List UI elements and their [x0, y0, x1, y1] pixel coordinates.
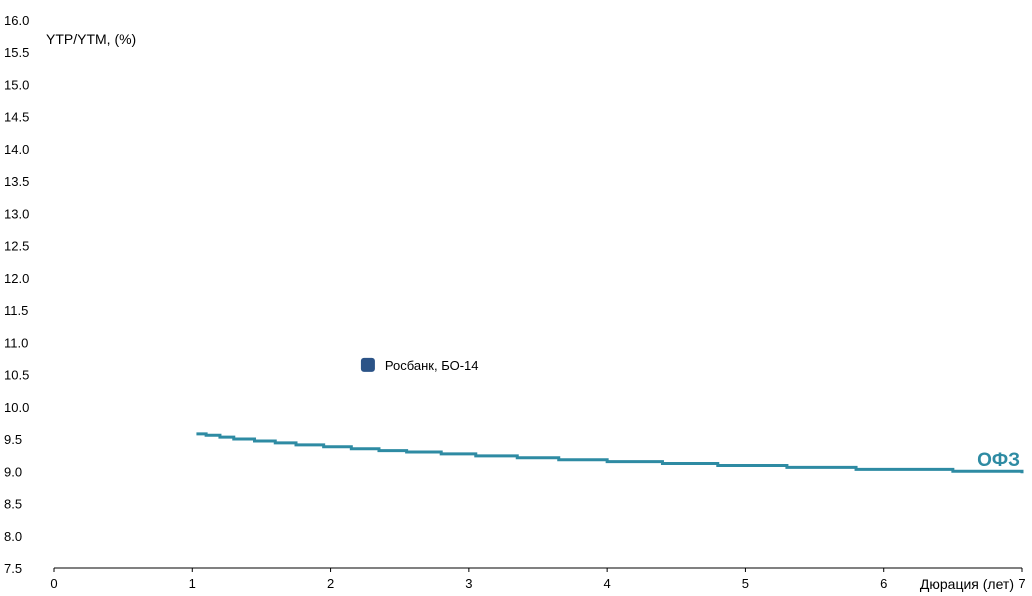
y-tick-label: 8.0: [4, 529, 22, 544]
x-tick-label: 7: [1018, 576, 1025, 591]
x-tick-label: 1: [189, 576, 196, 591]
y-axis-ticks: 16.0 15.5 15.0 14.5 14.0 13.5 13.0 12.5 12.0 11.5…: [4, 13, 29, 576]
y-tick-label: 14.5: [4, 110, 29, 125]
y-tick-label: 10.5: [4, 368, 29, 383]
series-label-ofz: ОФЗ: [977, 450, 1020, 471]
y-tick-label: 13.5: [4, 174, 29, 189]
x-tick-label: 0: [50, 576, 57, 591]
y-tick-label: 8.5: [4, 497, 22, 512]
y-tick-label: 10.0: [4, 400, 29, 415]
y-tick-label: 15.0: [4, 77, 29, 92]
y-tick-label: 12.5: [4, 239, 29, 254]
y-tick-label: 9.5: [4, 432, 22, 447]
y-tick-label: 15.5: [4, 45, 29, 60]
y-tick-label: 7.5: [4, 561, 22, 576]
y-tick-label: 11.0: [4, 335, 28, 350]
x-tick-label: 4: [604, 576, 611, 591]
y-tick-label: 12.0: [4, 271, 29, 286]
point-label: Росбанк, БО-14: [385, 358, 479, 373]
points-layer: Росбанк, БО-14: [360, 357, 479, 373]
scatter-point: [360, 357, 375, 372]
y-tick-label: 14.0: [4, 142, 29, 157]
y-tick-label: 13.0: [4, 206, 29, 221]
x-tick-label: 6: [880, 576, 887, 591]
x-tick-label: 5: [742, 576, 749, 591]
y-tick-label: 9.0: [4, 464, 22, 479]
x-tick-label: 3: [465, 576, 472, 591]
x-axis-title: Дюрация (лет): [920, 576, 1014, 592]
series-line-ofz: [196, 432, 1024, 474]
y-tick-label: 11.5: [4, 303, 28, 318]
y-tick-label: 16.0: [4, 13, 29, 28]
x-tick-label: 2: [327, 576, 334, 591]
y-axis-title: YTP/YTM, (%): [46, 31, 136, 47]
x-axis-ticks: 0 1 2 3 4 5 6 7: [50, 568, 1026, 591]
